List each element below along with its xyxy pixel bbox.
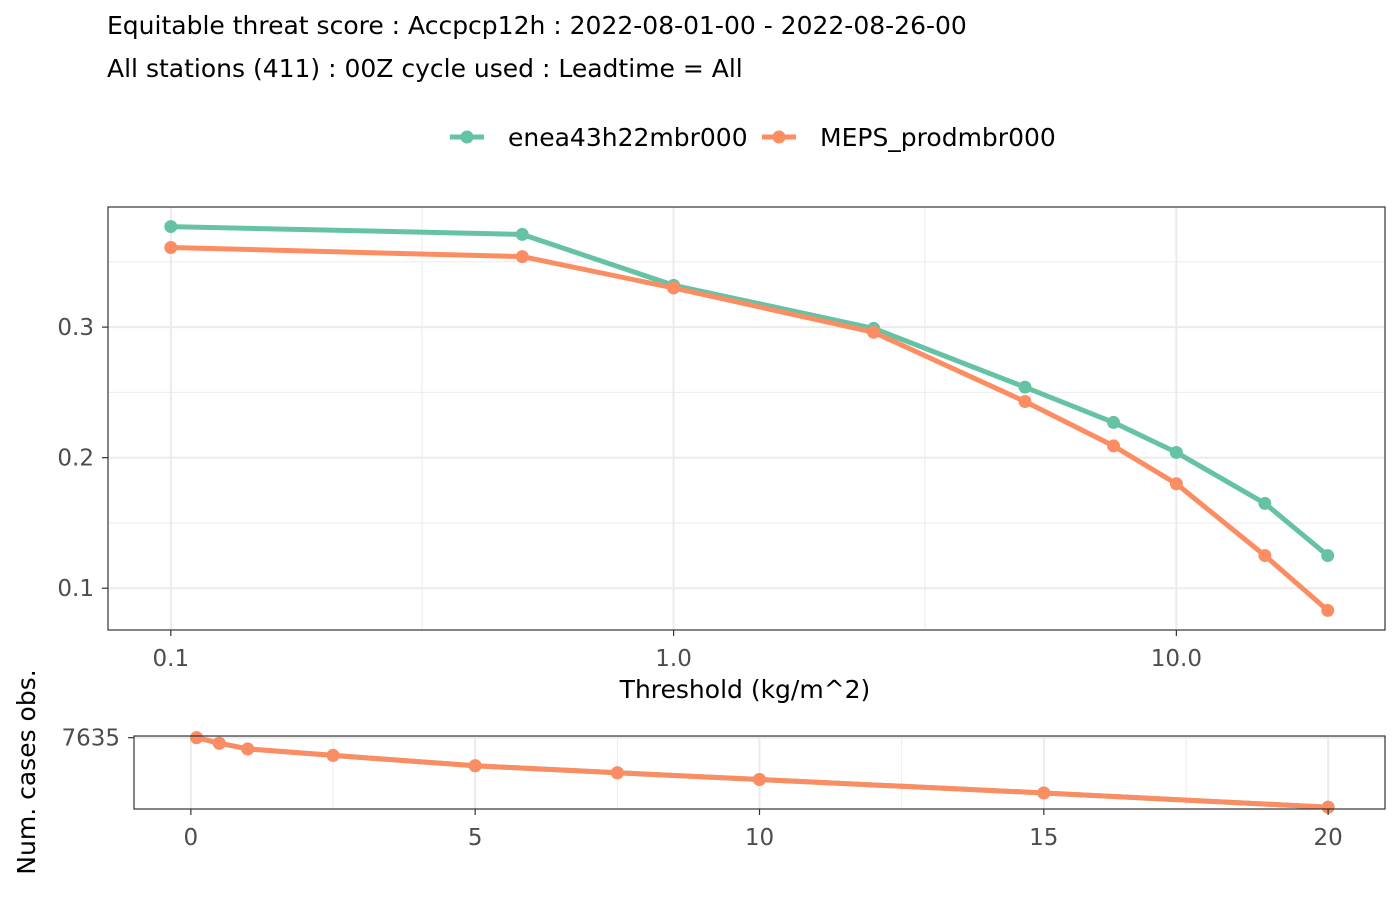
data-point-enea43h22mbr000: [1169, 445, 1183, 459]
chart-title: Equitable threat score : Accpcp12h : 202…: [107, 11, 967, 40]
data-point-meps-prodmbr000: [667, 281, 681, 295]
data-point-meps-prodmbr000: [1037, 786, 1051, 800]
data-point-enea43h22mbr000: [164, 220, 178, 234]
data-point-meps-prodmbr000: [241, 742, 255, 756]
y-tick-label: 0.2: [57, 446, 94, 472]
x-tick-label: 10.0: [1151, 646, 1202, 672]
cases-plot-panel: 0 5 10 15 20 7635: [61, 726, 1386, 851]
data-point-meps-prodmbr000: [164, 240, 178, 254]
data-point-enea43h22mbr000: [1107, 415, 1121, 429]
x-tick-label: 0: [184, 825, 199, 851]
data-point-meps-prodmbr000: [1321, 603, 1335, 617]
data-point-enea43h22mbr000: [515, 227, 529, 241]
data-point-meps-prodmbr000: [468, 759, 482, 773]
y-tick-label: 7635: [61, 726, 120, 752]
cases-y-axis-title: Num. cases obs.: [12, 669, 41, 874]
x-tick-label: 15: [1029, 825, 1058, 851]
data-point-enea43h22mbr000: [1258, 496, 1272, 510]
legend-marker-meps-prodmbr000: [772, 130, 786, 144]
data-point-meps-prodmbr000: [753, 772, 766, 786]
panel-border: [107, 206, 1386, 631]
panel-background: [108, 207, 1385, 630]
data-point-meps-prodmbr000: [212, 736, 226, 750]
data-point-meps-prodmbr000: [1321, 800, 1335, 814]
legend-marker-enea43h22mbr000: [460, 130, 474, 144]
legend-label-enea43h22mbr000: enea43h22mbr000: [508, 123, 748, 152]
x-tick-label: 20: [1313, 825, 1342, 851]
legend-label-meps-prodmbr000: MEPS_prodmbr000: [820, 123, 1056, 152]
data-point-meps-prodmbr000: [610, 766, 624, 780]
legend: enea43h22mbr000 MEPS_prodmbr000: [450, 123, 1056, 152]
data-point-meps-prodmbr000: [190, 731, 204, 745]
data-point-enea43h22mbr000: [1321, 549, 1335, 563]
x-tick-label: 10: [745, 825, 774, 851]
y-tick-label: 0.1: [57, 576, 94, 602]
data-point-meps-prodmbr000: [867, 325, 881, 339]
data-point-enea43h22mbr000: [1018, 380, 1032, 394]
main-plot-panel: 0.1 1.0 10.0 0.1 0.2 0.3: [57, 206, 1386, 672]
chart-subtitle: All stations (411) : 00Z cycle used : Le…: [107, 54, 743, 83]
data-point-meps-prodmbr000: [326, 748, 340, 762]
x-axis-title: Threshold (kg/m^2): [619, 675, 871, 704]
data-point-meps-prodmbr000: [1107, 439, 1121, 453]
data-point-meps-prodmbr000: [1169, 477, 1183, 491]
x-tick-label: 0.1: [153, 646, 190, 672]
x-tick-label: 5: [468, 825, 483, 851]
data-point-meps-prodmbr000: [515, 250, 529, 264]
y-tick-label: 0.3: [57, 315, 94, 341]
data-point-meps-prodmbr000: [1018, 395, 1032, 409]
x-tick-label: 1.0: [655, 646, 692, 672]
data-point-meps-prodmbr000: [1258, 549, 1272, 563]
